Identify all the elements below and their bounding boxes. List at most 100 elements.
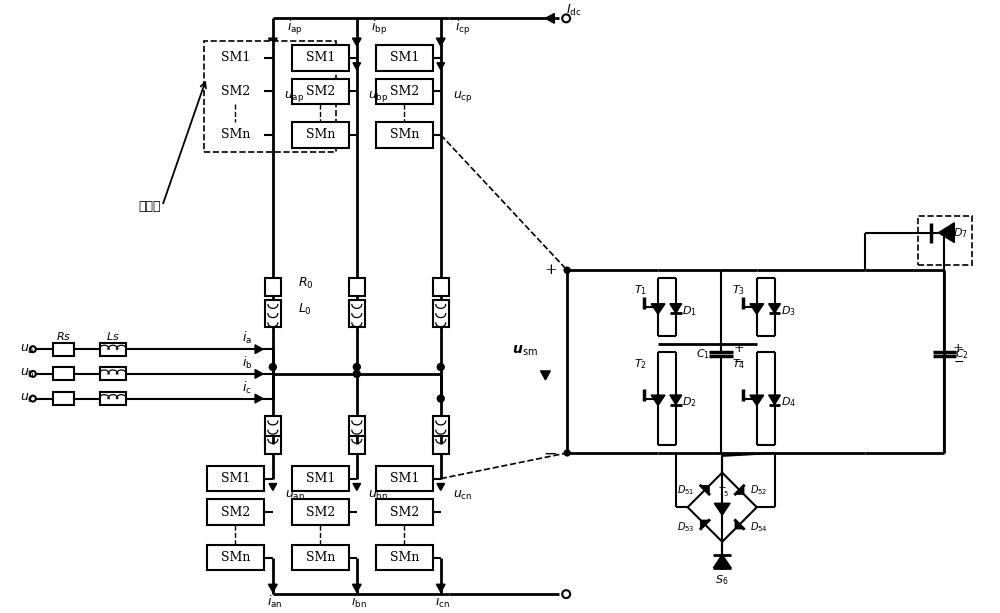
Polygon shape: [436, 584, 445, 592]
Text: SM1: SM1: [390, 472, 419, 485]
Polygon shape: [750, 304, 764, 314]
Text: SMn: SMn: [221, 128, 250, 142]
Polygon shape: [255, 345, 263, 354]
Text: SMn: SMn: [306, 551, 335, 564]
Bar: [265, 278, 281, 296]
Bar: [207, 466, 264, 492]
Bar: [265, 300, 281, 327]
Circle shape: [437, 364, 444, 370]
Text: $D_3$: $D_3$: [781, 304, 796, 318]
Bar: [349, 416, 365, 444]
Circle shape: [564, 267, 570, 273]
Text: SM1: SM1: [390, 51, 419, 64]
Text: $u_{\rm cp}$: $u_{\rm cp}$: [453, 89, 472, 104]
Polygon shape: [670, 303, 682, 313]
Polygon shape: [437, 484, 445, 490]
Text: SMn: SMn: [390, 551, 419, 564]
Text: $I_{\rm dc}$: $I_{\rm dc}$: [566, 3, 582, 18]
Bar: [292, 78, 349, 104]
Text: SM2: SM2: [221, 85, 250, 98]
Polygon shape: [269, 484, 277, 490]
Text: $i_{\rm cn}$: $i_{\rm cn}$: [435, 594, 450, 610]
Bar: [207, 545, 264, 571]
Polygon shape: [352, 584, 361, 592]
Circle shape: [564, 450, 570, 456]
Text: $\boldsymbol{u}_{\rm sm}$: $\boldsymbol{u}_{\rm sm}$: [512, 344, 538, 359]
Polygon shape: [938, 223, 954, 243]
Bar: [292, 500, 349, 525]
Bar: [433, 278, 449, 296]
Text: $T_3$: $T_3$: [732, 283, 746, 297]
Bar: [376, 545, 433, 571]
Bar: [376, 466, 433, 492]
Text: SM1: SM1: [306, 472, 335, 485]
Text: SMn: SMn: [390, 128, 419, 142]
Polygon shape: [713, 555, 731, 568]
Polygon shape: [670, 395, 682, 405]
Text: $u_{\rm c}$: $u_{\rm c}$: [20, 392, 34, 405]
Polygon shape: [437, 63, 445, 70]
Text: $i_{\rm an}$: $i_{\rm an}$: [267, 594, 283, 610]
Bar: [433, 436, 449, 454]
Bar: [100, 367, 126, 380]
Polygon shape: [651, 304, 665, 314]
Text: $T_1$: $T_1$: [634, 283, 647, 297]
Text: $-$: $-$: [543, 444, 557, 462]
Circle shape: [269, 364, 276, 370]
Polygon shape: [750, 395, 764, 406]
Polygon shape: [701, 485, 709, 494]
Polygon shape: [269, 584, 277, 592]
Text: $Ls$: $Ls$: [106, 330, 120, 343]
Text: $u_{\rm bp}$: $u_{\rm bp}$: [368, 89, 389, 104]
Polygon shape: [353, 63, 361, 70]
Bar: [207, 45, 264, 70]
Polygon shape: [545, 13, 554, 23]
Text: $-$: $-$: [953, 354, 964, 368]
Text: $D_1$: $D_1$: [682, 304, 697, 318]
Text: $i_{\rm a}$: $i_{\rm a}$: [242, 330, 252, 346]
Text: +: +: [734, 341, 744, 355]
Bar: [376, 500, 433, 525]
Circle shape: [353, 370, 360, 378]
Text: $C_1$: $C_1$: [696, 347, 710, 361]
Polygon shape: [769, 303, 780, 313]
Polygon shape: [651, 395, 665, 406]
Polygon shape: [735, 485, 744, 494]
Text: $D_{51}$: $D_{51}$: [677, 484, 694, 497]
Polygon shape: [255, 370, 263, 378]
Text: $R_0$: $R_0$: [298, 275, 313, 291]
Bar: [100, 343, 126, 356]
Text: $i_{\rm ap}$: $i_{\rm ap}$: [287, 19, 302, 37]
Bar: [292, 122, 349, 148]
Text: $i_{\rm bn}$: $i_{\rm bn}$: [351, 594, 367, 610]
Polygon shape: [255, 394, 263, 403]
Polygon shape: [714, 503, 730, 515]
Polygon shape: [769, 395, 780, 405]
Text: SM1: SM1: [306, 51, 335, 64]
Bar: [376, 45, 433, 70]
Bar: [265, 436, 281, 454]
Bar: [433, 416, 449, 444]
Text: $u_{\rm an}$: $u_{\rm an}$: [285, 489, 305, 502]
Bar: [53, 392, 74, 405]
Bar: [349, 300, 365, 327]
Text: $D_{54}$: $D_{54}$: [750, 520, 768, 534]
Text: $u_{\rm cn}$: $u_{\rm cn}$: [453, 489, 472, 502]
Text: $D_7$: $D_7$: [953, 226, 968, 240]
Text: $S_6$: $S_6$: [715, 573, 729, 587]
Polygon shape: [701, 520, 709, 528]
Text: +: +: [953, 341, 964, 355]
Bar: [207, 78, 264, 104]
Text: SMn: SMn: [306, 128, 335, 142]
Bar: [204, 41, 336, 151]
Text: SM2: SM2: [390, 85, 419, 98]
Text: $i_{\rm bp}$: $i_{\rm bp}$: [371, 19, 387, 37]
Bar: [292, 45, 349, 70]
Bar: [349, 278, 365, 296]
Bar: [376, 122, 433, 148]
Text: SM1: SM1: [221, 472, 250, 485]
Bar: [53, 367, 74, 380]
Text: $T_2$: $T_2$: [634, 357, 647, 371]
Bar: [207, 500, 264, 525]
Polygon shape: [541, 371, 550, 380]
